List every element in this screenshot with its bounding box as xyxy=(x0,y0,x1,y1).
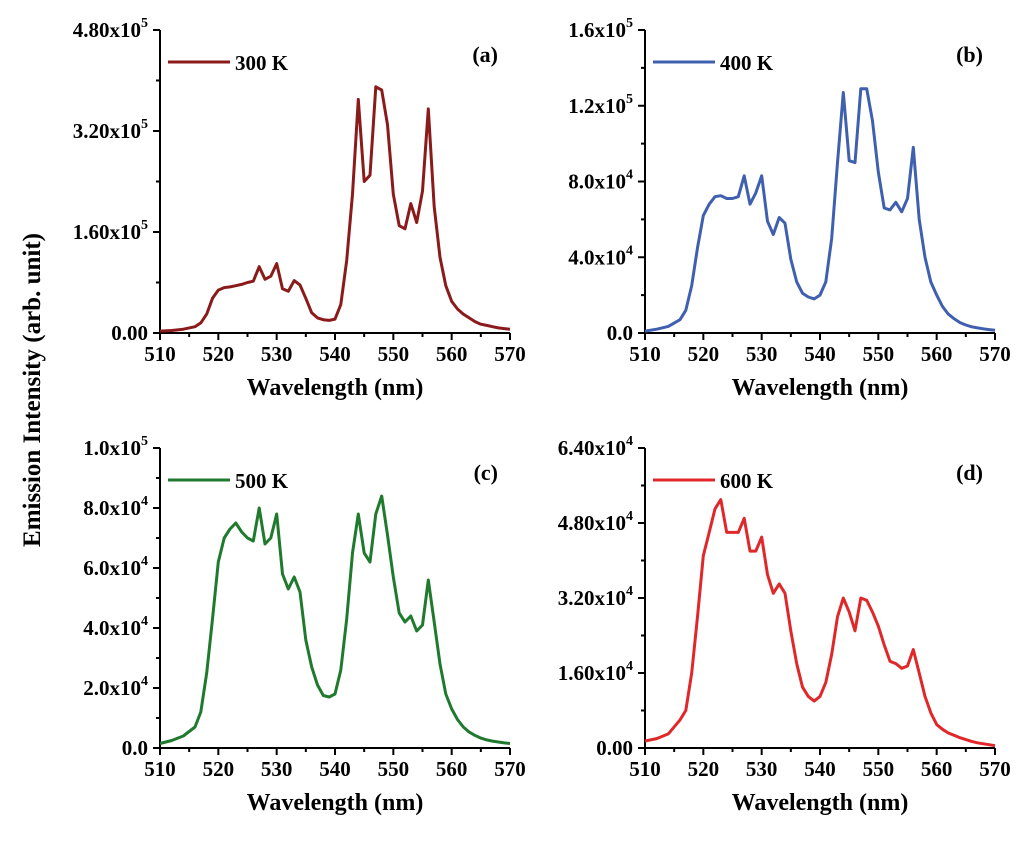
legend-label: 400 K xyxy=(720,51,774,75)
y-tick-label: 0.00 xyxy=(111,321,148,345)
x-tick-label: 530 xyxy=(261,757,293,781)
series-line-300k xyxy=(159,85,511,333)
x-tick-label: 510 xyxy=(144,757,176,781)
x-tick-label: 540 xyxy=(319,342,351,366)
legend-label: 300 K xyxy=(235,51,289,75)
x-tick-label: 510 xyxy=(629,757,661,781)
x-tick-label: 520 xyxy=(688,757,720,781)
y-tick-label: 0.0 xyxy=(122,736,148,760)
x-tick-label: 510 xyxy=(629,342,661,366)
panel-label: (a) xyxy=(472,42,498,67)
panel-label: (c) xyxy=(474,460,498,485)
x-tick-label: 550 xyxy=(863,342,895,366)
y-tick-label: 4.80x104 xyxy=(558,509,633,535)
y-tick-label: 1.2x105 xyxy=(568,92,633,118)
x-tick-label: 520 xyxy=(203,342,235,366)
x-tick-label: 570 xyxy=(979,342,1011,366)
y-tick-label: 0.00 xyxy=(596,736,633,760)
y-tick-label: 2.0x104 xyxy=(83,674,148,700)
y-tick-label: 8.0x104 xyxy=(568,168,633,194)
chart-panel-c: 510 520 530 540 550 560 570 0.0 2.0x104 4.0x104 6.… xyxy=(83,434,526,816)
x-tick-label: 510 xyxy=(144,342,176,366)
y-tick-label: 4.0x104 xyxy=(83,614,148,640)
legend-label: 600 K xyxy=(720,469,774,493)
chart-panel-d: 510 520 530 540 550 560 570 0.00 1.60x104 3.20x10… xyxy=(558,434,1011,816)
x-tick-label: 520 xyxy=(203,757,235,781)
y-tick-label: 6.40x104 xyxy=(558,434,633,460)
x-tick-label: 550 xyxy=(863,757,895,781)
panel-label: (b) xyxy=(956,42,983,67)
y-tick-label: 8.0x104 xyxy=(83,494,148,520)
shared-y-axis-label: Emission Intensity (arb. unit) xyxy=(19,233,46,547)
legend-label: 500 K xyxy=(235,469,289,493)
x-tick-label: 530 xyxy=(746,757,778,781)
x-axis-label: Wavelength (nm) xyxy=(732,375,909,401)
x-tick-label: 560 xyxy=(436,757,468,781)
series-line-400k xyxy=(644,87,996,333)
x-tick-label: 570 xyxy=(979,757,1011,781)
x-axis-label: Wavelength (nm) xyxy=(732,790,909,816)
x-tick-label: 570 xyxy=(494,757,526,781)
series-line-600k xyxy=(644,498,996,748)
x-tick-label: 530 xyxy=(261,342,293,366)
y-tick-label: 3.20x105 xyxy=(73,117,148,143)
x-tick-label: 570 xyxy=(494,342,526,366)
x-tick-label: 540 xyxy=(804,757,836,781)
x-tick-label: 540 xyxy=(319,757,351,781)
chart-panel-a: 510 520 530 540 550 560 570 0.00 1.60x105 3.20x10… xyxy=(73,16,526,401)
x-tick-label: 520 xyxy=(688,342,720,366)
y-tick-label: 1.60x105 xyxy=(73,218,148,244)
x-tick-label: 530 xyxy=(746,342,778,366)
x-axis-label: Wavelength (nm) xyxy=(247,375,424,401)
panel-label: (d) xyxy=(956,460,983,485)
y-tick-label: 4.80x105 xyxy=(73,16,148,42)
series-line-500k xyxy=(159,494,511,745)
y-tick-label: 1.6x105 xyxy=(568,16,633,42)
x-tick-label: 550 xyxy=(378,757,410,781)
y-tick-label: 6.0x104 xyxy=(83,554,148,580)
x-tick-label: 540 xyxy=(804,342,836,366)
x-tick-label: 560 xyxy=(436,342,468,366)
chart-panel-b: 510 520 530 540 550 560 570 0.0 4.0x104 8.0x104 1.… xyxy=(568,16,1011,401)
y-tick-label: 3.20x104 xyxy=(558,584,633,610)
y-tick-label: 0.0 xyxy=(607,321,633,345)
y-tick-label: 1.60x104 xyxy=(558,659,633,685)
y-tick-label: 4.0x104 xyxy=(568,243,633,269)
x-tick-label: 560 xyxy=(921,342,953,366)
x-axis-label: Wavelength (nm) xyxy=(247,790,424,816)
x-tick-label: 550 xyxy=(378,342,410,366)
x-tick-label: 560 xyxy=(921,757,953,781)
y-tick-label: 1.0x105 xyxy=(83,434,148,460)
